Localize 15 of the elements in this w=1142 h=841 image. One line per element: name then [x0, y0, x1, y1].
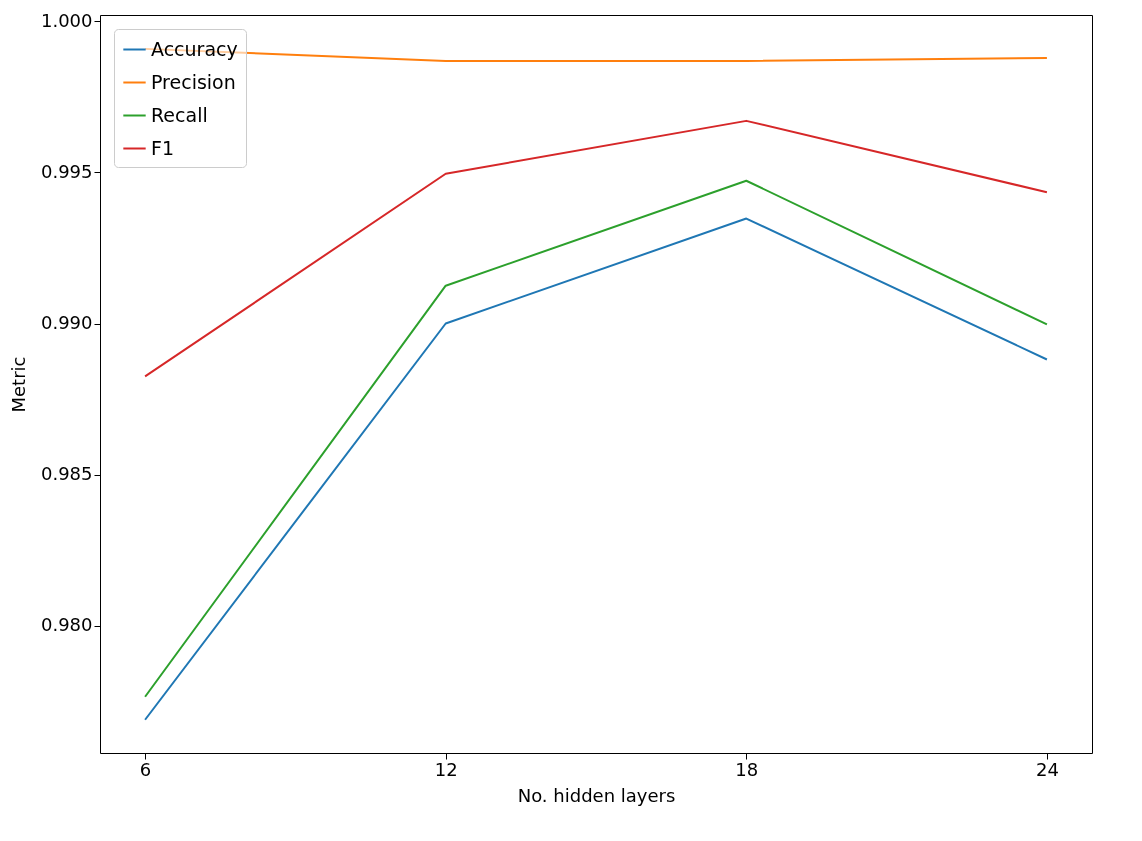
legend-label: Recall: [151, 103, 208, 126]
y-tick-label: 1.000: [40, 9, 93, 31]
y-tick-label: 0.990: [40, 312, 93, 334]
y-tick-label: 0.980: [40, 614, 93, 636]
x-tick-label: 24: [1035, 758, 1059, 780]
y-tick-label: 0.995: [40, 160, 93, 182]
y-tick-label: 0.985: [40, 463, 93, 485]
legend-label: F1: [151, 136, 175, 159]
x-tick-label: 12: [434, 758, 458, 780]
legend-label: Accuracy: [151, 37, 238, 60]
legend-label: Precision: [151, 70, 236, 93]
x-tick-label: 6: [139, 758, 152, 780]
x-tick-label: 18: [735, 758, 759, 780]
y-axis-title: Metric: [7, 356, 29, 413]
x-axis-title: No. hidden layers: [517, 784, 676, 806]
